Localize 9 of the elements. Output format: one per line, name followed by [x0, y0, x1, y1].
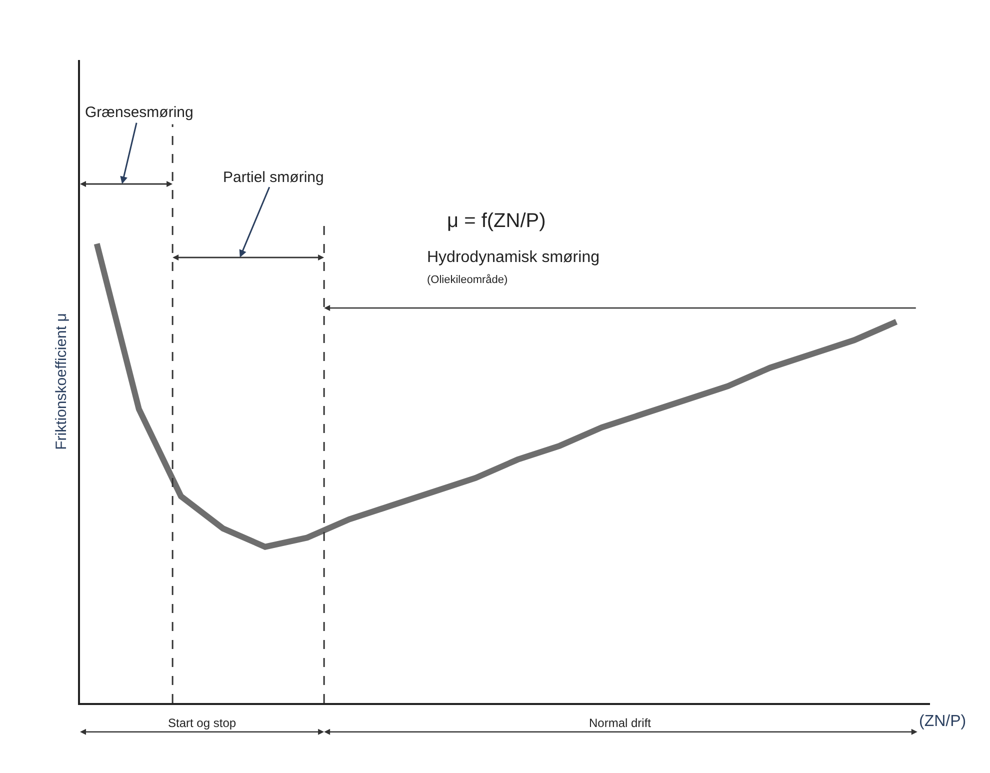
annotation: (Oliekileområde): [427, 274, 508, 286]
text: Partiel smøring: [223, 169, 324, 186]
text: Grænsesmøring: [85, 104, 194, 121]
text: Start og stop: [168, 716, 236, 730]
annotation: Hydrodynamisk smøring: [427, 249, 600, 266]
text: Normal drift: [589, 716, 652, 730]
x-axis-title: (ZN/P): [919, 713, 966, 730]
y-axis-title: Friktionskoefficient μ: [53, 313, 70, 450]
text: μ = f(ZN/P): [447, 210, 546, 232]
